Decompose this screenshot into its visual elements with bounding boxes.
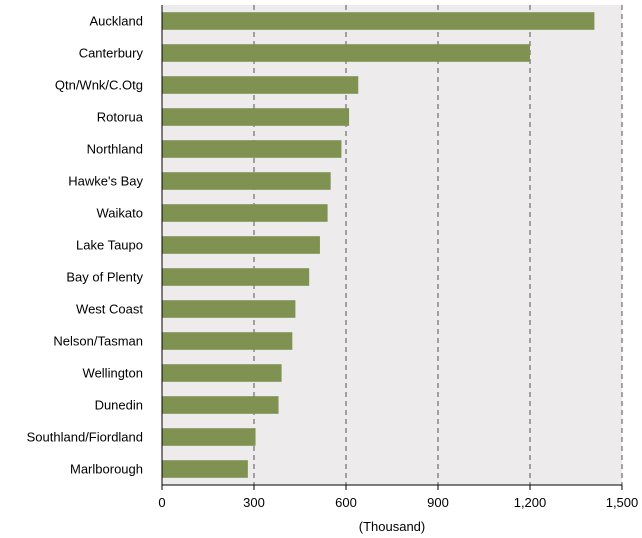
bars: [162, 12, 595, 478]
category-label: Marlborough: [70, 462, 143, 477]
x-tick-label: 300: [243, 495, 265, 510]
x-tick-label: 0: [158, 495, 165, 510]
x-axis-ticks: 0 300 600 900 1,200 1,500: [158, 485, 638, 510]
bar: [162, 140, 342, 158]
category-label: Waikato: [97, 206, 143, 221]
bar: [162, 300, 296, 318]
bar: [162, 428, 256, 446]
x-tick-label: 900: [427, 495, 449, 510]
x-tick-label: 600: [335, 495, 357, 510]
bar: [162, 460, 248, 478]
x-tick-label: 1,500: [606, 495, 639, 510]
category-label: Hawke's Bay: [68, 174, 143, 189]
category-label: Lake Taupo: [76, 238, 143, 253]
x-tick-label: 1,200: [514, 495, 547, 510]
bar: [162, 332, 293, 350]
category-labels: Auckland Canterbury Qtn/Wnk/C.Otg Rotorua No…: [27, 14, 144, 477]
x-axis-title: (Thousand): [359, 519, 425, 534]
bar: [162, 44, 530, 62]
category-label: Dunedin: [95, 398, 143, 413]
category-label: Qtn/Wnk/C.Otg: [55, 78, 143, 93]
category-label: Southland/Fiordland: [27, 430, 143, 445]
bar: [162, 236, 320, 254]
bar: [162, 172, 331, 190]
category-label: Northland: [87, 142, 143, 157]
category-label: Wellington: [83, 366, 143, 381]
category-label: Canterbury: [79, 46, 144, 61]
category-label: Auckland: [90, 14, 143, 29]
category-label: Bay of Plenty: [66, 270, 143, 285]
bar: [162, 76, 359, 94]
bar: [162, 12, 595, 30]
bar: [162, 204, 328, 222]
bar: [162, 268, 310, 286]
bar: [162, 396, 279, 414]
category-label: Nelson/Tasman: [53, 334, 143, 349]
bar: [162, 364, 282, 382]
category-label: West Coast: [76, 302, 143, 317]
category-label: Rotorua: [97, 110, 144, 125]
bar: [162, 108, 350, 126]
